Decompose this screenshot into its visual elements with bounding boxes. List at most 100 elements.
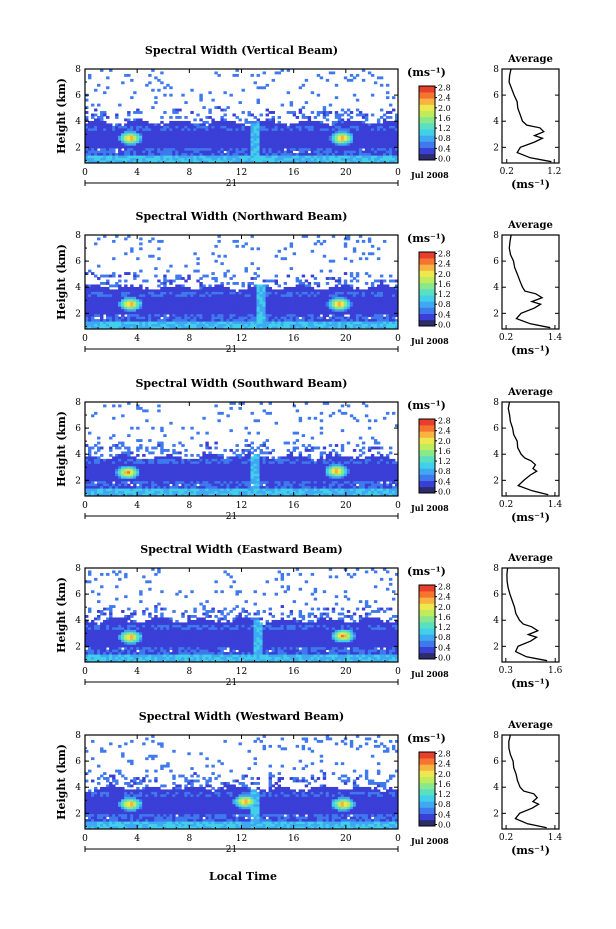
heatmap-cell [391, 301, 396, 305]
heatmap-cell [91, 304, 95, 308]
heatmap-cell [163, 493, 167, 497]
heatmap-cell [217, 299, 221, 303]
heatmap-cell [178, 296, 182, 300]
heatmap-cell [349, 301, 354, 305]
heatmap-cell [88, 486, 92, 489]
heatmap-cell [223, 130, 227, 134]
heatmap-cell [115, 473, 119, 477]
heatmap-cell [190, 155, 194, 159]
heatmap-cell [121, 441, 125, 445]
heatmap-cell [298, 314, 303, 318]
heatmap-cell [238, 309, 242, 313]
heatmap-cell [172, 296, 176, 300]
heatmap-cell [172, 120, 176, 124]
heatmap-cell [244, 145, 248, 149]
heatmap-cell [301, 274, 306, 278]
heatmap-cell [148, 299, 152, 303]
heatmap-cell [235, 143, 239, 147]
heatmap-cell [145, 476, 149, 480]
heatmap-cell [310, 143, 315, 147]
heatmap-cell [271, 145, 276, 149]
heatmap-cell [151, 123, 155, 127]
y-tick-label: 4 [75, 117, 81, 127]
heatmap-cell [115, 299, 119, 303]
heatmap-cell [112, 326, 116, 330]
heatmap-cell [208, 133, 212, 137]
heatmap-cell [88, 301, 92, 305]
heatmap-cell [355, 301, 360, 305]
heatmap-cell [151, 478, 155, 482]
heatmap-cell [166, 311, 170, 315]
heatmap-cell [289, 289, 294, 293]
heatmap-cell [97, 476, 101, 480]
heatmap-cell [139, 301, 143, 305]
heatmap-cell [340, 123, 345, 127]
heatmap-cell [340, 321, 345, 325]
heatmap-cell [181, 133, 185, 137]
heatmap-cell [139, 237, 143, 241]
heatmap-cell [181, 488, 185, 492]
heatmap-cell [211, 319, 215, 322]
heatmap-cell [193, 138, 197, 142]
heatmap-cell [139, 123, 143, 127]
heatmap-cell [370, 140, 375, 144]
heatmap-cell [91, 116, 95, 119]
heatmap-cell [370, 289, 375, 293]
heatmap-cell [163, 491, 167, 494]
heatmap-cell [286, 160, 291, 164]
heatmap-cell [115, 478, 119, 482]
heatmap-cell [103, 155, 107, 159]
heatmap-cell [352, 140, 357, 144]
heatmap-cell [220, 324, 224, 327]
heatmap-cell [307, 135, 312, 139]
heatmap-cell [382, 279, 387, 283]
heatmap-cell [310, 120, 315, 124]
heatmap-cell [250, 247, 254, 251]
heatmap-cell [100, 314, 104, 318]
heatmap-cell [100, 282, 104, 285]
heatmap-cell [157, 488, 161, 492]
heatmap-cell [109, 473, 113, 477]
heatmap-cell [337, 286, 342, 290]
colorbar-tick-label: 0.0 [438, 155, 451, 164]
heatmap-cell [328, 145, 333, 149]
heatmap-cell [181, 461, 185, 465]
heatmap-cell [277, 289, 282, 293]
heatmap-cell [253, 324, 257, 327]
heatmap-cell [178, 116, 182, 119]
heatmap-cell [160, 140, 164, 144]
heatmap-cell [388, 120, 393, 124]
heatmap-cell [103, 111, 107, 114]
heatmap-cell [199, 473, 203, 477]
heatmap-cell [394, 130, 399, 134]
heatmap-cell [211, 130, 215, 134]
heatmap-cell [112, 155, 116, 159]
heatmap-cell [100, 471, 104, 475]
heatmap-cell [139, 461, 143, 465]
heatmap-cell [178, 135, 182, 139]
heatmap-cell [205, 160, 209, 164]
heatmap-cell [370, 309, 375, 313]
heatmap-cell [85, 106, 89, 109]
heatmap-cell [361, 78, 366, 82]
heatmap-cell [364, 309, 369, 313]
heatmap-cell [94, 471, 98, 475]
heatmap-cell [190, 306, 194, 310]
heatmap-cell [163, 304, 167, 308]
heatmap-cell [157, 143, 161, 147]
heatmap-cell [352, 128, 357, 132]
heatmap-cell [139, 493, 143, 497]
heatmap-cell [319, 145, 324, 149]
heatmap-cell [214, 306, 218, 310]
heatmap-cell [136, 158, 140, 161]
heatmap-cell [250, 309, 254, 313]
heatmap-cell [94, 473, 98, 477]
heatmap-cell [346, 301, 351, 305]
heatmap-cell [388, 130, 393, 134]
heatmap-cell [256, 326, 260, 330]
heatmap-cell [106, 468, 110, 472]
heatmap-cell [160, 468, 164, 472]
heatmap-cell [106, 314, 110, 318]
heatmap-cell [88, 153, 92, 156]
heatmap-cell [340, 155, 345, 159]
